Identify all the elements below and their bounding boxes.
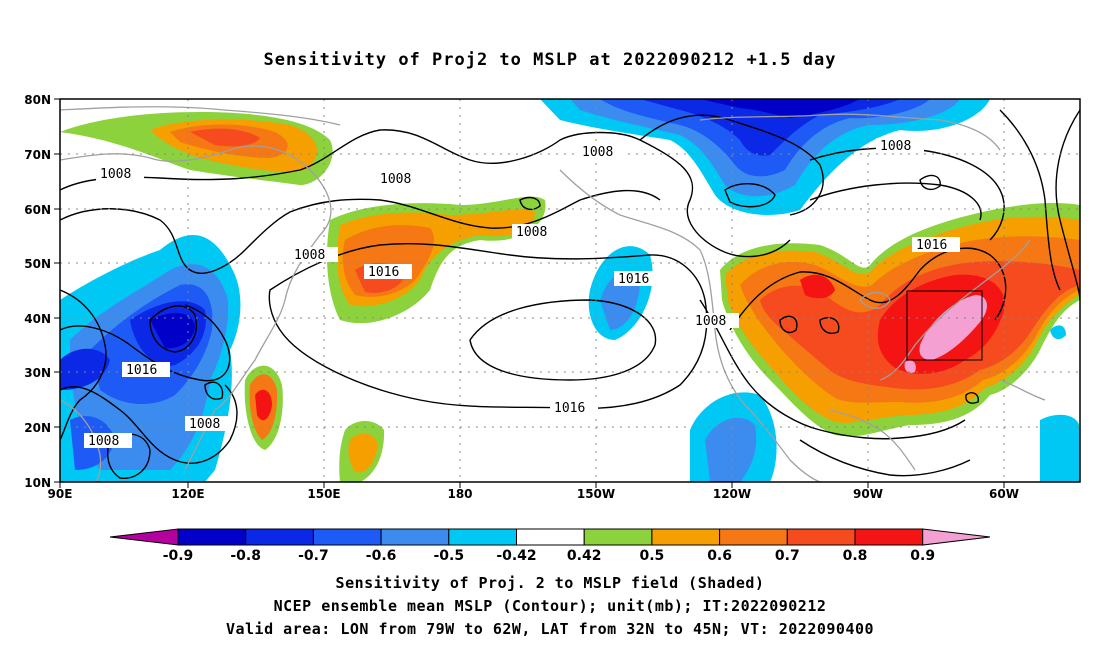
svg-text:1008: 1008 <box>880 139 911 154</box>
lat-label: 50N <box>24 257 51 271</box>
colorbar-triangle-high <box>922 528 991 546</box>
lat-label: 20N <box>24 421 51 435</box>
lat-label: 80N <box>24 93 51 107</box>
colorbar-tick: 0.42 <box>567 548 602 564</box>
coastlines <box>60 106 1046 482</box>
lat-label: 60N <box>24 203 51 217</box>
svg-text:1008: 1008 <box>100 167 131 182</box>
lon-label: 120W <box>713 487 751 501</box>
contour-label: 1008 <box>512 224 560 240</box>
svg-text:1008: 1008 <box>88 434 119 449</box>
contour-label: 1016 <box>122 362 170 378</box>
contour-label: 1016 <box>912 237 960 253</box>
contour-label: 1016 <box>550 400 598 416</box>
svg-text:1016: 1016 <box>554 401 585 416</box>
lon-label: 90W <box>853 487 883 501</box>
svg-text:1016: 1016 <box>368 265 399 280</box>
svg-text:1008: 1008 <box>380 172 411 187</box>
contour-label: 1016 <box>614 271 662 287</box>
axis-ticks <box>54 98 1005 488</box>
colorbar-tick: -0.8 <box>230 548 261 564</box>
svg-text:1016: 1016 <box>916 238 947 253</box>
svg-text:1008: 1008 <box>189 417 220 432</box>
contour-label: 1008 <box>96 166 144 182</box>
longitude-labels: 90E 120E 150E 180 150W 120W 90W 60W <box>48 487 1019 501</box>
contour-label: 1008 <box>876 138 924 154</box>
svg-text:1008: 1008 <box>516 225 547 240</box>
sensitivity-map: 1008 1008 1008 1008 1008 1008 1008 1016 … <box>24 93 1081 501</box>
colorbar-tick: -0.7 <box>298 548 329 564</box>
caption-line-2: NCEP ensemble mean MSLP (Contour); unit(… <box>273 597 827 615</box>
lat-label: 70N <box>24 148 51 162</box>
svg-text:1008: 1008 <box>582 145 613 160</box>
lon-label: 60W <box>989 487 1019 501</box>
contour-labels: 1008 1008 1008 1008 1008 1008 1008 1016 … <box>84 138 960 449</box>
map-frame <box>59 98 1081 483</box>
mslp-contours <box>60 109 1080 479</box>
colorbar-tick: 0.9 <box>910 548 935 564</box>
colorbar-tick: -0.5 <box>433 548 464 564</box>
colorbar-tick: 0.6 <box>707 548 732 564</box>
lon-label: 90E <box>48 487 73 501</box>
svg-text:1008: 1008 <box>294 248 325 263</box>
lat-label: 30N <box>24 366 51 380</box>
colorbar-tick: -0.42 <box>496 548 536 564</box>
contour-label: 1008 <box>691 313 739 329</box>
colorbar-tick: -0.9 <box>163 548 194 564</box>
lon-label: 150E <box>307 487 340 501</box>
svg-text:1008: 1008 <box>695 314 726 329</box>
lon-label: 180 <box>447 487 472 501</box>
map-title: Sensitivity of Proj2 to MSLP at 20220902… <box>263 50 837 70</box>
lat-label: 40N <box>24 312 51 326</box>
valid-area-box <box>906 290 983 361</box>
latitude-labels: 80N 70N 60N 50N 40N 30N 20N 10N <box>24 93 51 490</box>
colorbar-tick: 0.7 <box>775 548 800 564</box>
contour-label: 1008 <box>290 247 338 263</box>
contour-label: 1016 <box>364 264 412 280</box>
contour-label: 1008 <box>185 416 233 432</box>
lat-label: 10N <box>24 476 51 490</box>
colorbar-tick: 0.5 <box>639 548 664 564</box>
svg-text:1016: 1016 <box>618 272 649 287</box>
caption-line-1: Sensitivity of Proj. 2 to MSLP field (Sh… <box>335 574 765 592</box>
negative-sensitivity-shading <box>60 99 1080 482</box>
colorbar-tick: 0.8 <box>843 548 868 564</box>
colorbar-triangle-low <box>109 528 179 546</box>
svg-text:1016: 1016 <box>126 363 157 378</box>
lon-label: 150W <box>577 487 615 501</box>
contour-label: 1008 <box>84 433 132 449</box>
contour-label: 1008 <box>376 171 424 187</box>
positive-sensitivity-shading <box>60 112 1080 482</box>
colorbar: -0.9 -0.8 -0.7 -0.6 -0.5 -0.42 0.42 0.5 … <box>109 528 991 564</box>
contour-label: 1008 <box>578 144 626 160</box>
lon-label: 120E <box>171 487 204 501</box>
caption-line-3: Valid area: LON from 79W to 62W, LAT fro… <box>225 620 875 638</box>
colorbar-tick: -0.6 <box>366 548 397 564</box>
